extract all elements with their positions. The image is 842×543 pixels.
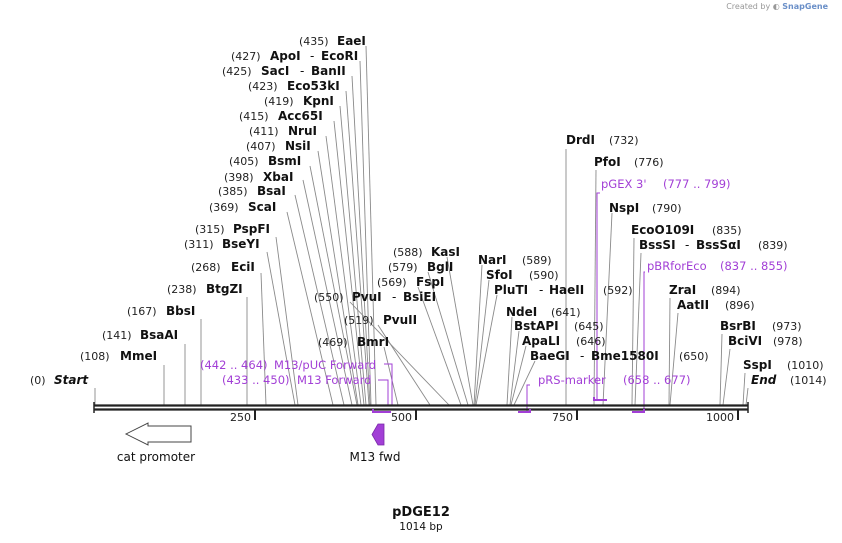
site-bseyi[interactable]: (311) BseYI bbox=[184, 237, 260, 251]
site-end: End (1014) bbox=[751, 373, 827, 387]
site-fspi[interactable]: (569) FspI bbox=[377, 275, 444, 289]
site-apoi-ecori[interactable]: (427) ApoI - EcoRI bbox=[231, 49, 358, 63]
site-bgli[interactable]: (579) BglI bbox=[388, 260, 453, 274]
site-pvui-bsiei[interactable]: (550) PvuI - BsiEI bbox=[314, 290, 436, 304]
site-eaei[interactable]: (435) EaeI bbox=[299, 34, 366, 48]
ruler-label-750: 750 bbox=[552, 411, 573, 424]
primer-pgex-3[interactable]: pGEX 3' (777 .. 799) bbox=[601, 177, 731, 191]
site-mmei[interactable]: (108) MmeI bbox=[80, 349, 157, 363]
site-ecoo109i[interactable]: EcoO109I (835) bbox=[631, 223, 742, 237]
site-nsii[interactable]: (407) NsiI bbox=[246, 139, 311, 153]
primer-connectors bbox=[378, 192, 645, 412]
map-title: pDGE12 bbox=[392, 505, 450, 520]
snapgene-credit: Created by ◐ SnapGene bbox=[726, 2, 828, 11]
site-sfoi[interactable]: SfoI (590) bbox=[486, 268, 559, 282]
snapgene-logo-icon: ◐ bbox=[772, 2, 780, 11]
site-pvuii[interactable]: (519) PvuII bbox=[344, 313, 417, 327]
site-bsaai[interactable]: (141) BsaAI bbox=[102, 328, 178, 342]
site-pfoi[interactable]: PfoI (776) bbox=[594, 155, 664, 169]
m13-fwd-arrow[interactable] bbox=[371, 423, 385, 446]
site-zrai[interactable]: ZraI (894) bbox=[669, 283, 741, 297]
ruler-label-500: 500 bbox=[391, 411, 412, 424]
map-length: 1014 bp bbox=[399, 521, 443, 533]
primer-m13-puc-forward[interactable]: (442 .. 464) M13/pUC Forward bbox=[200, 358, 376, 372]
site-xbai[interactable]: (398) XbaI bbox=[224, 170, 293, 184]
site-bsrbi[interactable]: BsrBI (973) bbox=[720, 319, 802, 333]
dna-backbone bbox=[93, 402, 749, 413]
site-nari[interactable]: NarI (589) bbox=[478, 253, 552, 267]
feature-label-cat-promoter: cat promoter bbox=[117, 450, 195, 464]
site-connectors bbox=[94, 45, 749, 406]
site-apali[interactable]: ApaLI (646) bbox=[522, 334, 606, 348]
primer-pbrforeco[interactable]: pBRforEco (837 .. 855) bbox=[647, 259, 788, 273]
site-nspi[interactable]: NspI (790) bbox=[609, 201, 682, 215]
site-drdi[interactable]: DrdI (732) bbox=[566, 133, 639, 147]
site-kasi[interactable]: (588) KasI bbox=[393, 245, 460, 259]
site-sspi[interactable]: SspI (1010) bbox=[743, 358, 824, 372]
site-pspfi[interactable]: (315) PspFI bbox=[195, 222, 270, 236]
primer-range-658-677[interactable]: (658 .. 677) bbox=[623, 373, 691, 387]
site-ndei[interactable]: NdeI (641) bbox=[506, 305, 581, 319]
site-baegi-bme1580i[interactable]: BaeGI - Bme1580I (650) bbox=[530, 349, 709, 363]
site-aatii[interactable]: AatII (896) bbox=[677, 298, 755, 312]
site-bstapi[interactable]: BstAPI (645) bbox=[514, 319, 604, 333]
ruler-label-1000: 1000 bbox=[706, 411, 734, 424]
primer-prs-marker[interactable]: pRS-marker bbox=[538, 373, 606, 387]
site-bcivi[interactable]: BciVI (978) bbox=[728, 334, 803, 348]
site-bsmi[interactable]: (405) BsmI bbox=[229, 154, 301, 168]
site-start: (0) Start bbox=[30, 373, 89, 387]
site-nrui[interactable]: (411) NruI bbox=[249, 124, 317, 138]
site-bsssi-bsssai[interactable]: BssSI - BssSαI (839) bbox=[639, 238, 788, 252]
ruler-ticks bbox=[254, 410, 739, 420]
site-btgzi[interactable]: (238) BtgZI bbox=[167, 282, 243, 296]
cat-promoter-arrow[interactable] bbox=[124, 422, 192, 446]
site-saci-banii[interactable]: (425) SacI - BanII bbox=[222, 64, 346, 78]
site-kpni[interactable]: (419) KpnI bbox=[264, 94, 334, 108]
primer-marks bbox=[372, 397, 645, 413]
site-bmri[interactable]: (469) BmrI bbox=[318, 335, 389, 349]
ruler-label-250: 250 bbox=[230, 411, 251, 424]
feature-label-m13-fwd: M13 fwd bbox=[350, 450, 401, 464]
site-bsai[interactable]: (385) BsaI bbox=[218, 184, 286, 198]
site-eco53ki[interactable]: (423) Eco53kI bbox=[248, 79, 340, 93]
site-acc65i[interactable]: (415) Acc65I bbox=[239, 109, 323, 123]
site-bbsi[interactable]: (167) BbsI bbox=[127, 304, 195, 318]
site-scai[interactable]: (369) ScaI bbox=[209, 200, 276, 214]
primer-m13-forward[interactable]: (433 .. 450) M13 Forward bbox=[222, 373, 371, 387]
site-ecii[interactable]: (268) EciI bbox=[191, 260, 255, 274]
site-pluti-haeii[interactable]: PluTI - HaeII (592) bbox=[494, 283, 633, 297]
